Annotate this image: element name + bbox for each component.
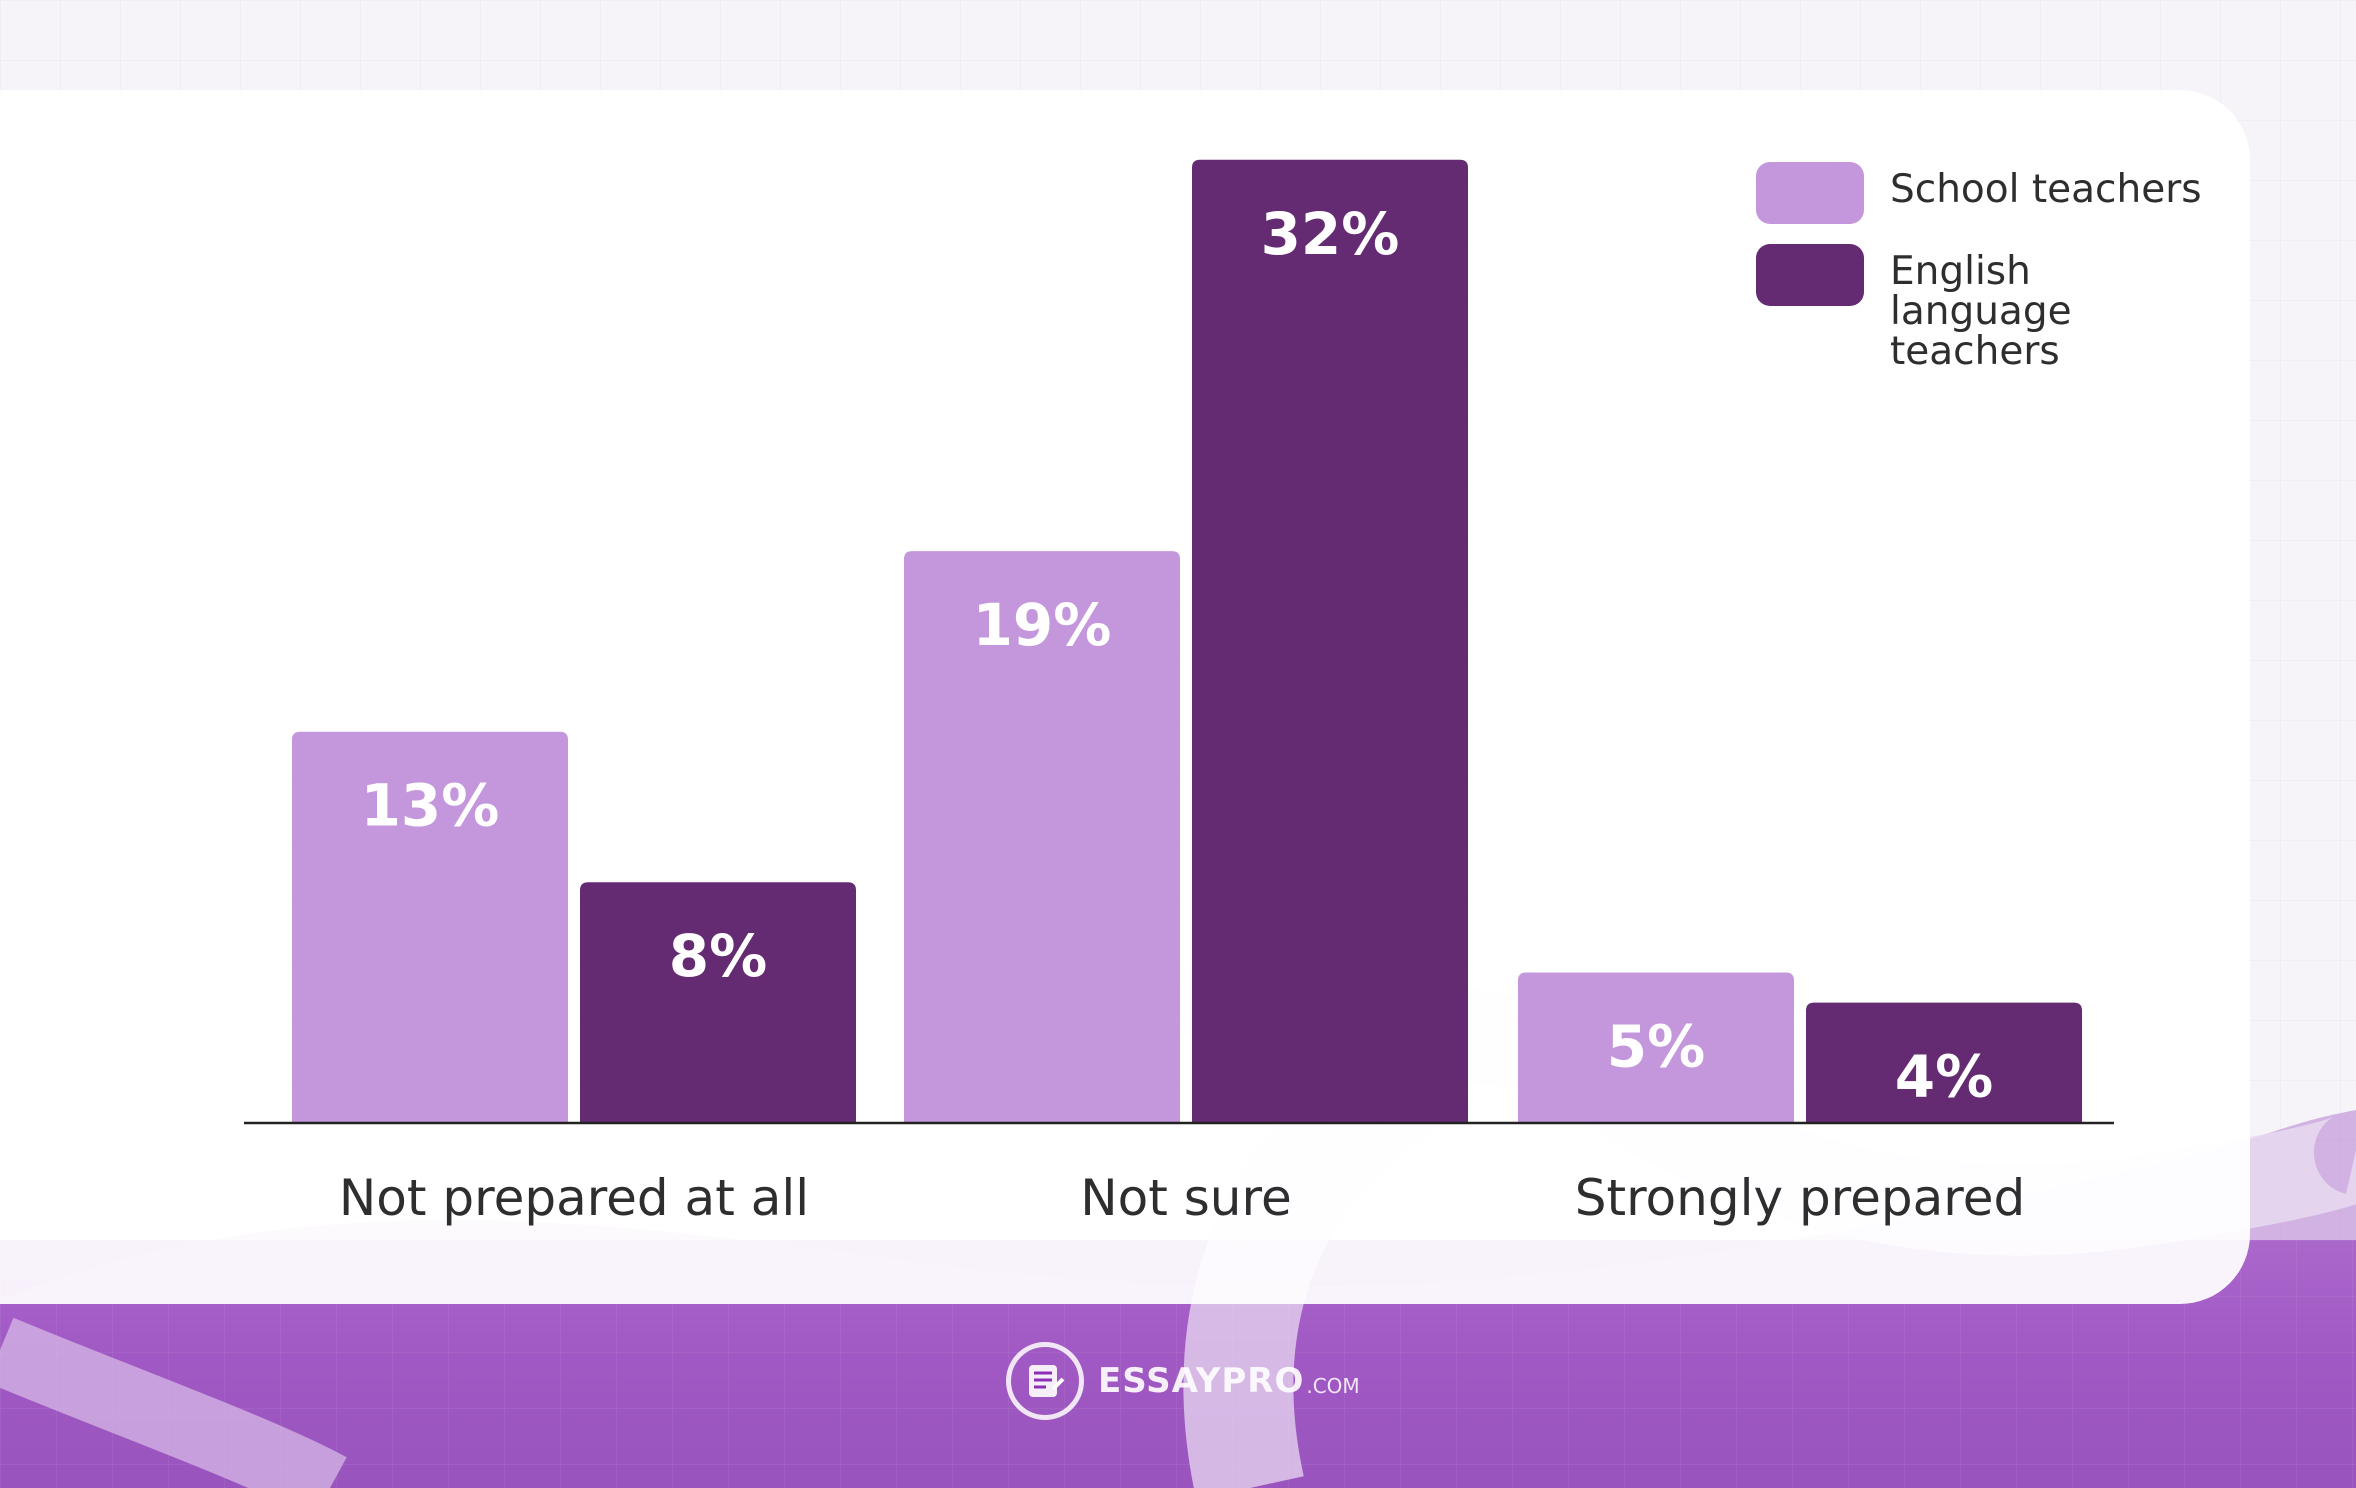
brand-logo: ESSAYPRO .COM [1006, 1342, 1360, 1420]
category-label-strongly-prepared: Strongly prepared [1575, 1169, 2026, 1227]
legend-swatch-english-teachers [1756, 244, 1864, 306]
bar-value-label: 32% [1261, 200, 1400, 268]
brand-name: ESSAYPRO [1098, 1361, 1305, 1401]
bar-value-label: 4% [1895, 1043, 1993, 1111]
bar-english-language-teachers-not-prepared-at-all [580, 882, 856, 1123]
bar-school-teachers-strongly-prepared [1518, 972, 1794, 1123]
bar-school-teachers-not-prepared-at-all [292, 731, 568, 1123]
legend-swatch-school-teachers [1756, 162, 1864, 224]
bar-english-language-teachers-strongly-prepared [1806, 1002, 2082, 1123]
essay-document-icon [1006, 1342, 1084, 1420]
bar-english-language-teachers-not-sure [1192, 159, 1468, 1124]
category-label-not-sure: Not sure [1080, 1169, 1291, 1227]
legend-item-english-teachers: English language teachers [1756, 244, 2210, 372]
legend-item-school-teachers: School teachers [1756, 162, 2210, 224]
bar-value-label: 5% [1607, 1013, 1705, 1081]
bar-value-label: 19% [973, 591, 1112, 659]
bar-school-teachers-not-sure [904, 551, 1180, 1123]
bar-value-label: 8% [669, 922, 767, 990]
legend-label-english-teachers: English language teachers [1890, 249, 2072, 374]
legend: School teachers English language teacher… [1756, 162, 2210, 392]
brand-suffix: .COM [1306, 1374, 1360, 1398]
legend-label-school-teachers: School teachers [1890, 167, 2202, 212]
bar-value-label: 13% [361, 772, 500, 840]
category-label-not-prepared-at-all: Not prepared at all [339, 1169, 809, 1227]
